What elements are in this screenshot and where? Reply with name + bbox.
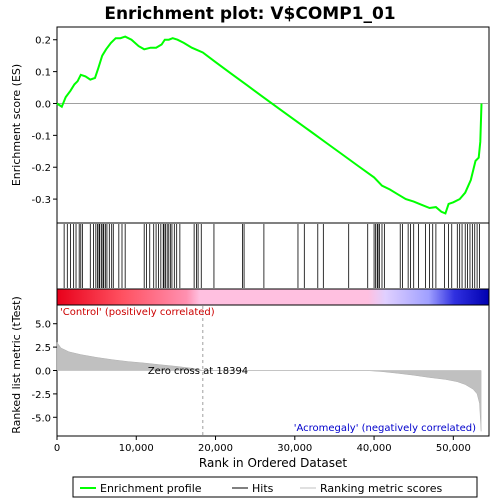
es-y-axis: 0.2 0.1 0.0 -0.1 -0.2 -0.3 <box>31 36 57 206</box>
rank-gradient <box>56 288 490 306</box>
es-y-tick-label: -0.3 <box>31 195 51 206</box>
es-y-tick-label: -0.1 <box>31 131 51 142</box>
positive-correlation-label: 'Control' (positively correlated) <box>60 307 215 318</box>
metric-y-axis-label: Ranked list metric (tTest) <box>10 296 23 433</box>
x-tick-label: 40,000 <box>357 443 392 454</box>
legend-metric-label: Ranking metric scores <box>320 482 442 495</box>
hits-panel <box>56 222 490 290</box>
legend-enrichment-label: Enrichment profile <box>100 482 202 495</box>
metric-y-tick-label: 0.0 <box>35 367 51 378</box>
metric-y-axis: 5.0 2.5 0.0 -2.5 -5.0 <box>31 320 57 424</box>
es-y-tick-label: 0.0 <box>35 99 51 110</box>
es-panel: 0.2 0.1 0.0 -0.1 -0.2 -0.3 Enrichment score (… <box>10 26 490 224</box>
ranking-metric-area <box>56 341 482 432</box>
legend-box <box>72 476 478 498</box>
x-tick-label: 50,000 <box>436 443 471 454</box>
legend-hits-label: Hits <box>252 482 274 495</box>
metric-y-tick-label: -2.5 <box>31 390 51 401</box>
metric-y-tick-label: 2.5 <box>35 343 51 354</box>
x-tick-label: 0 <box>54 443 60 454</box>
es-y-tick-label: 0.2 <box>35 36 51 47</box>
rank-gradient-bar <box>56 288 490 306</box>
es-y-tick-label: 0.1 <box>35 68 51 79</box>
x-axis: 0 10,000 20,000 30,000 40,000 50,000 <box>54 436 471 454</box>
hit-lines <box>63 224 480 288</box>
es-y-tick-label: -0.2 <box>31 163 51 174</box>
chart-title: Enrichment plot: V$COMP1_01 <box>104 4 395 24</box>
x-tick-label: 30,000 <box>277 443 312 454</box>
es-panel-frame <box>56 26 490 224</box>
metric-panel: 5.0 2.5 0.0 -2.5 -5.0 'Control' (positively … <box>10 296 490 437</box>
legend: Enrichment profile Hits Ranking metric s… <box>72 476 478 498</box>
zero-cross-label: Zero cross at 18394 <box>148 366 248 377</box>
metric-y-tick-label: 5.0 <box>35 320 51 331</box>
enrichment-profile-line <box>56 35 483 215</box>
es-y-axis-label: Enrichment score (ES) <box>10 64 23 186</box>
metric-y-tick-label: -5.0 <box>31 413 51 424</box>
x-tick-label: 20,000 <box>198 443 233 454</box>
x-axis-label: Rank in Ordered Dataset <box>199 456 347 470</box>
negative-correlation-label: 'Acromegaly' (negatively correlated) <box>294 423 476 434</box>
x-tick-label: 10,000 <box>119 443 154 454</box>
